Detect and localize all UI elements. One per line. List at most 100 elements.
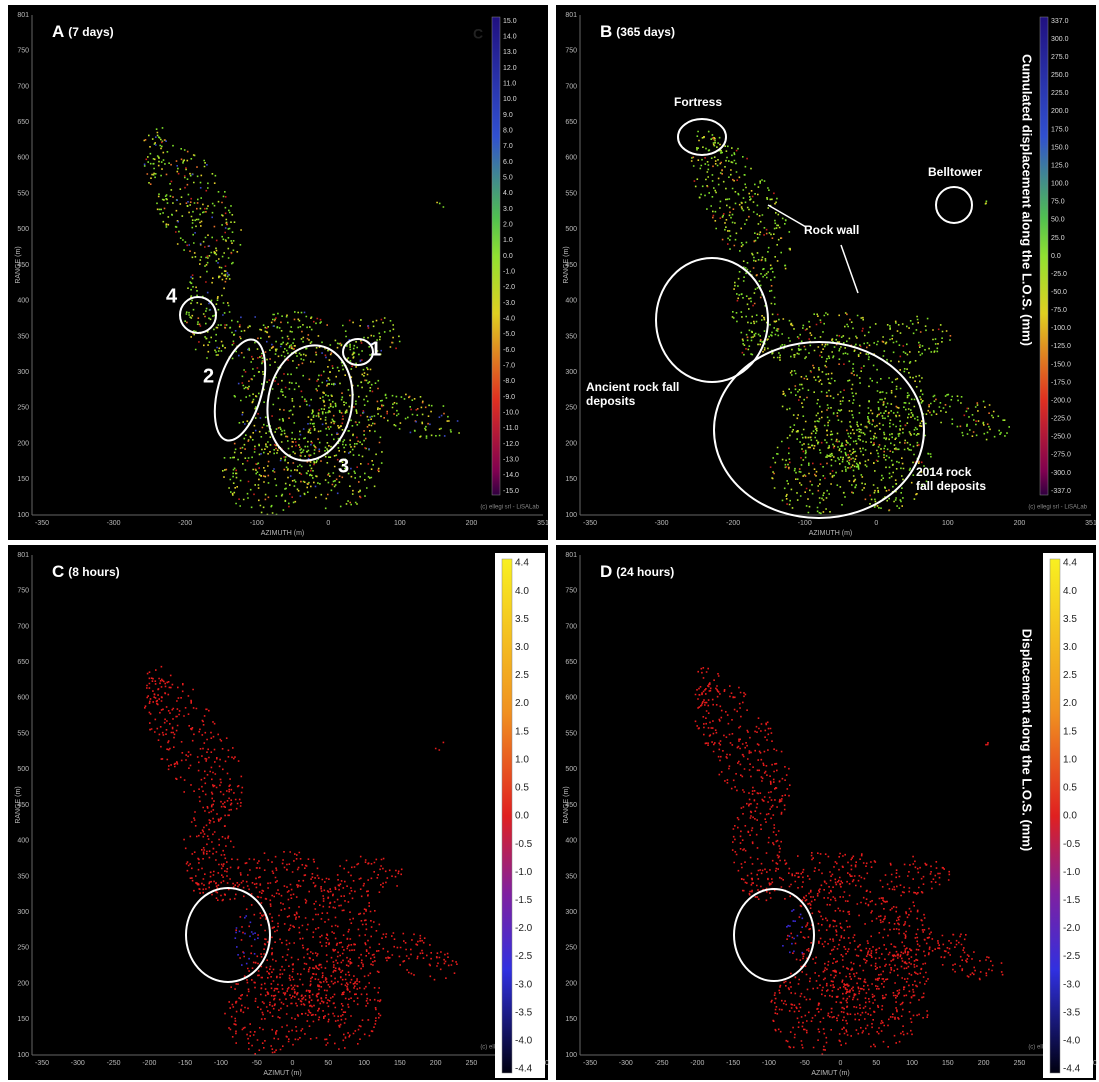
colorbar-tick-label: 3.0 (503, 206, 513, 213)
x-axis-title: AZIMUTH (m) (809, 530, 853, 537)
y-tick-label: 200 (565, 980, 577, 987)
x-tick-label: -350 (583, 520, 597, 527)
y-tick-label: 650 (565, 119, 577, 126)
y-tick-label: 350 (565, 873, 577, 880)
x-tick-label: 200 (466, 520, 478, 527)
colorbar-tick-label: 100.0 (1051, 181, 1069, 188)
colorbar-tick-label: 3.5 (515, 614, 529, 625)
colorbar-tick-label: -1.5 (515, 895, 533, 906)
colorbar-tick-label: -3.0 (515, 979, 533, 990)
x-axis-title: AZIMUT (m) (263, 1070, 301, 1077)
colorbar-tick-label: -7.0 (503, 363, 515, 370)
colorbar-tick-label: 3.0 (1063, 642, 1077, 653)
colorbar-tick-label: 2.0 (1063, 698, 1077, 709)
colorbar (1040, 17, 1048, 495)
y-tick-label: 300 (565, 369, 577, 376)
colorbar-tick-label: -3.5 (515, 1007, 533, 1018)
x-tick-label: 351 (537, 520, 549, 527)
y-tick-label: 801 (565, 552, 577, 559)
colorbar (502, 559, 512, 1073)
panel-background (556, 545, 1096, 1080)
panel: -350-300-200-100010020035180175070065060… (556, 5, 1097, 540)
panel-title: C(8 hours) (52, 562, 120, 581)
annotation: 2 (203, 365, 214, 387)
y-tick-label: 150 (565, 1016, 577, 1023)
x-tick-label: 100 (358, 1060, 370, 1067)
colorbar-tick-label: -3.0 (503, 300, 515, 307)
colorbar-tick-label: -1.0 (515, 867, 533, 878)
colorbar-tick-label: 1.5 (515, 726, 529, 737)
y-axis-title: RANGE (m) (563, 246, 570, 283)
colorbar-tick-label: 1.0 (515, 754, 529, 765)
colorbar-tick-label: 0.0 (515, 811, 529, 822)
x-tick-label: -100 (250, 520, 264, 527)
colorbar-tick-label: -75.0 (1051, 307, 1067, 314)
y-tick-label: 600 (17, 695, 29, 702)
colorbar-tick-label: 5.0 (503, 175, 513, 182)
y-tick-label: 801 (17, 552, 29, 559)
x-tick-label: -300 (107, 520, 121, 527)
colorbar-tick-label: -200.0 (1051, 397, 1071, 404)
annotation: 1 (370, 338, 381, 360)
colorbar-title: C (473, 26, 483, 42)
colorbar-tick-label: -100.0 (1051, 325, 1071, 332)
y-tick-label: 300 (17, 369, 29, 376)
colorbar-tick-label: -4.4 (1063, 1064, 1081, 1075)
y-axis-title: RANGE (m) (563, 786, 570, 823)
y-tick-label: 350 (17, 873, 29, 880)
y-tick-label: 700 (17, 83, 29, 90)
colorbar-tick-label: 13.0 (503, 49, 517, 56)
colorbar-tick-label: 2.0 (503, 222, 513, 229)
colorbar-tick-label: 4.0 (503, 190, 513, 197)
colorbar-tick-label: 50.0 (1051, 217, 1065, 224)
y-tick-label: 550 (17, 730, 29, 737)
colorbar-tick-label: 3.5 (1063, 614, 1077, 625)
colorbar-tick-label: 337.0 (1051, 18, 1069, 25)
colorbar-tick-label: -4.4 (515, 1064, 533, 1075)
y-tick-label: 550 (17, 190, 29, 197)
x-tick-label: 50 (872, 1060, 880, 1067)
y-axis-title: RANGE (m) (15, 246, 22, 283)
y-tick-label: 400 (565, 838, 577, 845)
y-tick-label: 550 (565, 190, 577, 197)
x-tick-label: -50 (252, 1060, 262, 1067)
colorbar-tick-label: -8.0 (503, 378, 515, 385)
x-tick-label: 0 (839, 1060, 843, 1067)
colorbar-tick-label: 0.0 (1051, 253, 1061, 260)
colorbar-tick-label: -10.0 (503, 410, 519, 417)
colorbar-tick-label: 2.5 (515, 670, 529, 681)
y-tick-label: 801 (565, 12, 577, 19)
colorbar-tick-label: -50.0 (1051, 289, 1067, 296)
x-tick-label: -100 (762, 1060, 776, 1067)
x-tick-label: -200 (726, 520, 740, 527)
colorbar-tick-label: -150.0 (1051, 361, 1071, 368)
colorbar-tick-label: -14.0 (503, 472, 519, 479)
colorbar-tick-label: 250.0 (1051, 72, 1069, 79)
panel-label: D (600, 562, 612, 581)
x-tick-label: 0 (874, 520, 878, 527)
colorbar-tick-label: -1.0 (503, 269, 515, 276)
colorbar-tick-label: -4.0 (1063, 1036, 1081, 1047)
x-tick-label: 250 (1014, 1060, 1026, 1067)
colorbar-tick-label: -11.0 (503, 425, 519, 432)
colorbar-tick-label: -2.0 (515, 923, 533, 934)
colorbar-tick-label: -2.5 (515, 951, 533, 962)
y-tick-label: 750 (565, 588, 577, 595)
y-tick-label: 400 (17, 298, 29, 305)
colorbar-tick-label: 0.0 (503, 253, 513, 260)
y-tick-label: 150 (17, 1016, 29, 1023)
colorbar-title: Cumulated displacement along the L.O.S. … (1020, 54, 1035, 346)
panel-background (8, 545, 548, 1080)
colorbar-tick-label: -3.0 (1063, 979, 1081, 990)
colorbar-tick-label: 2.0 (515, 698, 529, 709)
annotation: 2014 rock (916, 465, 972, 479)
colorbar-tick-label: -4.0 (515, 1036, 533, 1047)
y-tick-label: 600 (565, 155, 577, 162)
colorbar-tick-label: -5.0 (503, 331, 515, 338)
y-tick-label: 350 (17, 333, 29, 340)
y-axis-title: RANGE (m) (15, 786, 22, 823)
colorbar-tick-label: 75.0 (1051, 199, 1065, 206)
credit: (c) ellegi srl - LiSALab (1028, 505, 1087, 511)
colorbar-tick-label: -4.0 (503, 316, 515, 323)
